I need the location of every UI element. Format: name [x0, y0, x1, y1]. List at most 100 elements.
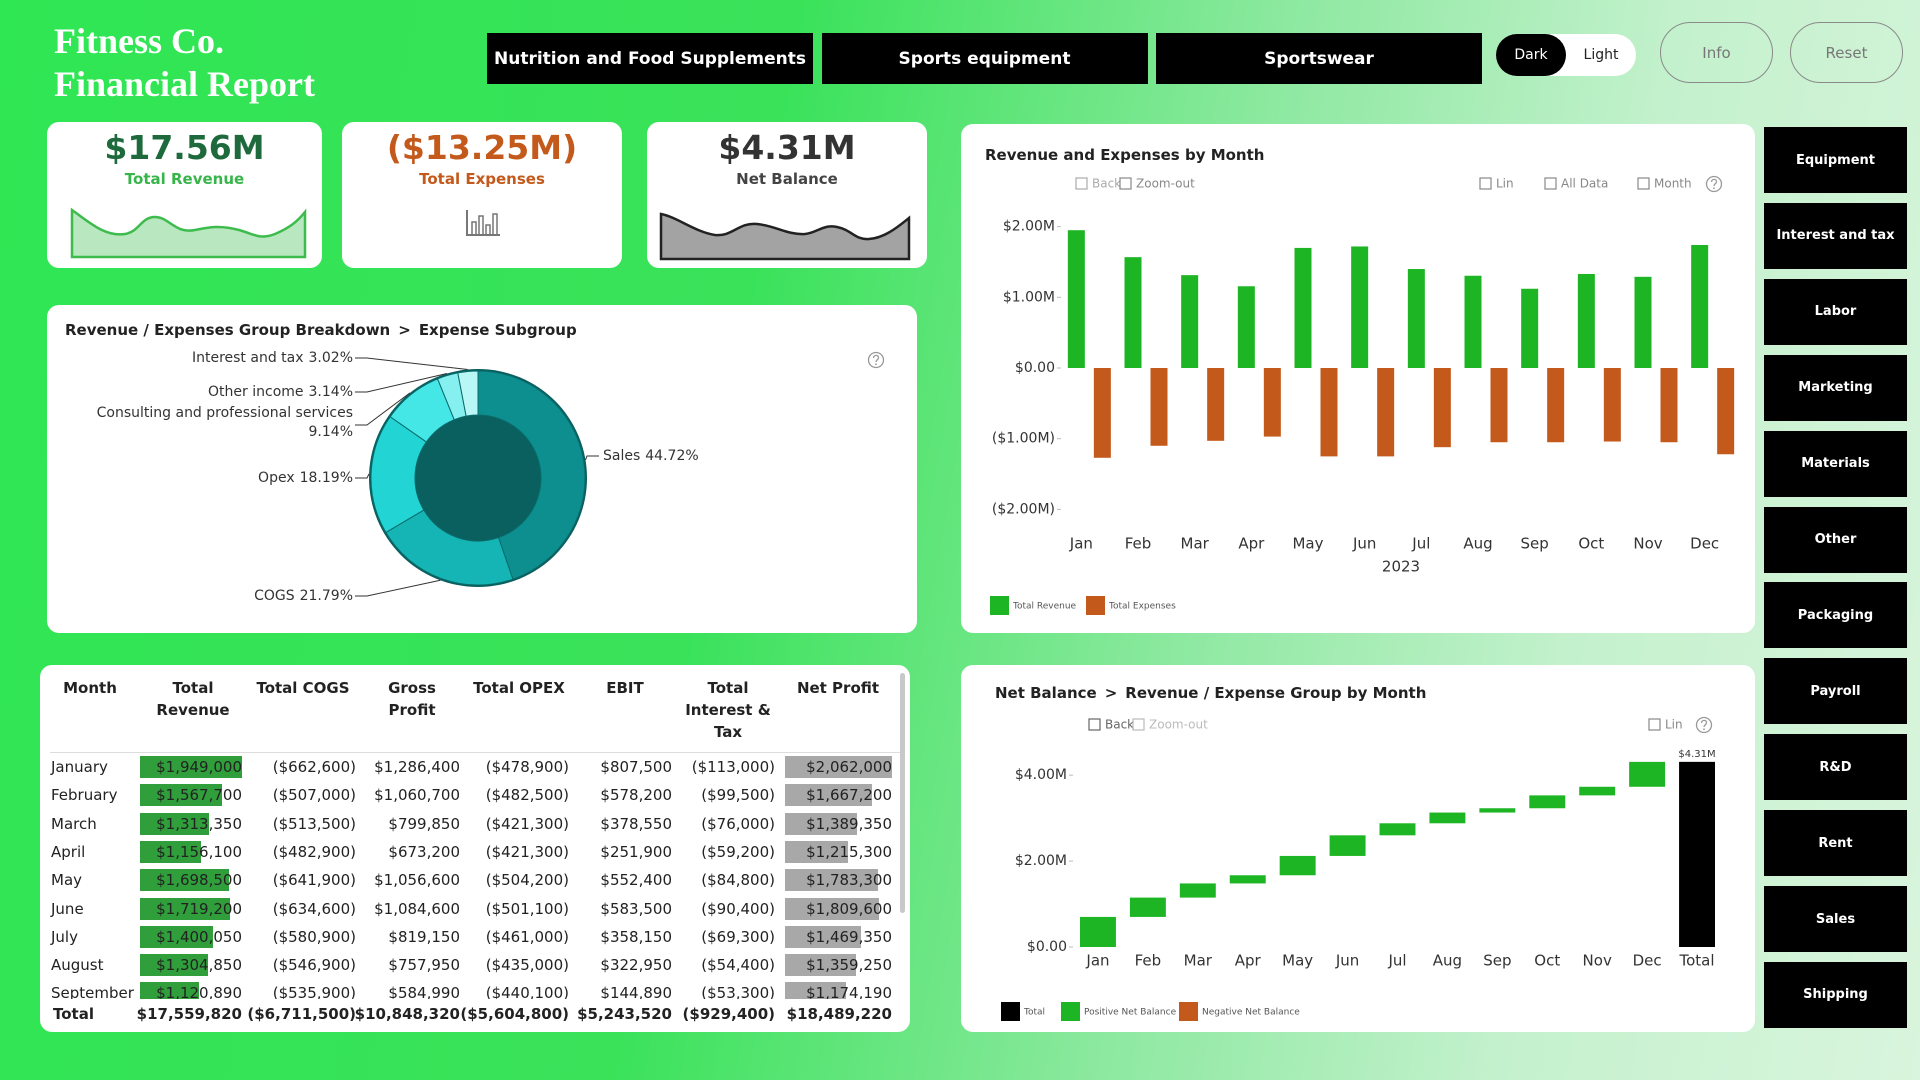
- donut-slice[interactable]: [457, 370, 479, 417]
- column-header[interactable]: Total Revenue: [156, 679, 230, 719]
- help-icon[interactable]: [867, 351, 885, 369]
- scrollbar[interactable]: [900, 673, 905, 913]
- bar[interactable]: [1351, 246, 1369, 368]
- donut-slice[interactable]: [477, 370, 586, 580]
- bar[interactable]: [1067, 230, 1085, 368]
- y-tick-label: $2.00M: [1003, 219, 1055, 235]
- side-menu-button[interactable]: Payroll: [1764, 658, 1907, 725]
- side-menu-button[interactable]: Rent: [1764, 810, 1907, 877]
- toolbar-button[interactable]: Zoom-out: [1149, 718, 1208, 732]
- sparkline-area: [659, 212, 911, 261]
- bar[interactable]: [1207, 368, 1225, 441]
- toolbar-icon[interactable]: [1119, 177, 1132, 190]
- table-cell: $1,060,700: [374, 786, 460, 805]
- waterfall-bar[interactable]: [1679, 761, 1716, 947]
- bar[interactable]: [1124, 257, 1142, 368]
- bar[interactable]: [1320, 368, 1338, 457]
- action-button[interactable]: Info: [1660, 22, 1773, 83]
- toolbar-icon[interactable]: [1544, 177, 1557, 190]
- bar[interactable]: [1521, 288, 1539, 368]
- bar[interactable]: [1294, 247, 1312, 368]
- toolbar-button[interactable]: Lin: [1665, 718, 1683, 732]
- toolbar-icon[interactable]: [1637, 177, 1650, 190]
- column-header[interactable]: Month: [63, 679, 117, 697]
- side-menu-button[interactable]: Sales: [1764, 886, 1907, 952]
- bar[interactable]: [1377, 368, 1395, 457]
- bar[interactable]: [1717, 368, 1735, 455]
- side-menu-button[interactable]: Other: [1764, 506, 1907, 573]
- side-menu-button[interactable]: Materials: [1764, 430, 1907, 497]
- bar[interactable]: [1181, 275, 1199, 368]
- side-menu-button[interactable]: Marketing: [1764, 354, 1907, 421]
- side-menu-button[interactable]: R&D: [1764, 734, 1907, 801]
- waterfall-bar[interactable]: [1629, 761, 1666, 787]
- toolbar-button[interactable]: All Data: [1561, 177, 1608, 191]
- column-header[interactable]: Total COGS: [256, 679, 350, 697]
- toolbar-button[interactable]: Back: [1092, 177, 1121, 191]
- waterfall-bar[interactable]: [1329, 835, 1366, 856]
- waterfall-bar[interactable]: [1079, 916, 1116, 947]
- table-cell: ($113,000): [691, 758, 775, 776]
- column-header[interactable]: EBIT: [606, 679, 644, 697]
- theme-light[interactable]: Light: [1583, 47, 1619, 63]
- bar[interactable]: [1237, 286, 1255, 368]
- legend-label[interactable]: Negative Net Balance: [1202, 1008, 1300, 1018]
- toolbar-icon[interactable]: [1132, 718, 1145, 731]
- column-header[interactable]: Total OPEX: [473, 679, 565, 697]
- side-menu-button[interactable]: Shipping: [1764, 961, 1907, 1028]
- waterfall-bar[interactable]: [1579, 786, 1616, 796]
- side-menu-button[interactable]: Packaging: [1764, 582, 1907, 649]
- toolbar-icon[interactable]: [1088, 718, 1101, 731]
- legend-label[interactable]: Positive Net Balance: [1084, 1008, 1177, 1018]
- x-axis-label: 2023: [1382, 558, 1420, 576]
- table-cell: $1,698,500: [156, 871, 242, 890]
- bar[interactable]: [1464, 275, 1482, 368]
- bar[interactable]: [1433, 368, 1451, 448]
- column-header[interactable]: Gross Profit: [388, 679, 436, 719]
- column-header[interactable]: Net Profit: [796, 679, 880, 697]
- bar[interactable]: [1407, 269, 1425, 368]
- bar[interactable]: [1150, 368, 1168, 446]
- waterfall-bar[interactable]: [1429, 812, 1466, 824]
- bar[interactable]: [1691, 244, 1709, 368]
- toolbar-button[interactable]: Month: [1654, 177, 1692, 191]
- column-header[interactable]: Total Interest & Tax: [685, 679, 771, 741]
- help-icon[interactable]: [1705, 175, 1723, 193]
- toolbar-button[interactable]: Lin: [1496, 177, 1514, 191]
- toolbar-icon[interactable]: [1479, 177, 1492, 190]
- waterfall-bar[interactable]: [1129, 897, 1166, 917]
- waterfall-bar[interactable]: [1179, 883, 1216, 898]
- bar[interactable]: [1660, 368, 1678, 443]
- legend-label[interactable]: Total Expenses: [1108, 602, 1176, 612]
- bar[interactable]: [1577, 273, 1595, 368]
- bar[interactable]: [1093, 368, 1111, 458]
- waterfall-bar[interactable]: [1229, 875, 1266, 884]
- waterfall-bar[interactable]: [1379, 823, 1416, 836]
- toolbar-button[interactable]: Zoom-out: [1136, 177, 1195, 191]
- theme-dark[interactable]: Dark: [1496, 34, 1566, 76]
- filter-tab[interactable]: Sports equipment: [821, 33, 1148, 84]
- bar[interactable]: [1263, 368, 1281, 437]
- waterfall-bar[interactable]: [1529, 795, 1566, 809]
- bar[interactable]: [1490, 368, 1508, 443]
- filter-tab[interactable]: Nutrition and Food Supplements: [487, 33, 813, 84]
- legend-label[interactable]: Total Revenue: [1012, 602, 1077, 612]
- filter-tab[interactable]: Sportswear: [1156, 33, 1482, 84]
- bar[interactable]: [1634, 276, 1652, 368]
- waterfall-bar[interactable]: [1279, 855, 1316, 876]
- help-icon[interactable]: [1695, 716, 1713, 734]
- action-button[interactable]: Reset: [1790, 22, 1903, 83]
- bar[interactable]: [1603, 368, 1621, 442]
- side-menu-button[interactable]: Equipment: [1764, 127, 1907, 193]
- toolbar-icon[interactable]: [1648, 718, 1661, 731]
- table-cell: ($59,200): [701, 842, 775, 861]
- x-tick-label: Jan: [1085, 952, 1109, 970]
- side-menu-button[interactable]: Labor: [1764, 278, 1907, 345]
- legend-label[interactable]: Total: [1023, 1008, 1045, 1018]
- toolbar-icon[interactable]: [1075, 177, 1088, 190]
- help-icon: [875, 363, 877, 366]
- side-menu-button[interactable]: Interest and tax: [1764, 202, 1907, 269]
- bar[interactable]: [1547, 368, 1565, 443]
- toolbar-button[interactable]: Back: [1105, 718, 1134, 732]
- waterfall-bar[interactable]: [1479, 808, 1516, 813]
